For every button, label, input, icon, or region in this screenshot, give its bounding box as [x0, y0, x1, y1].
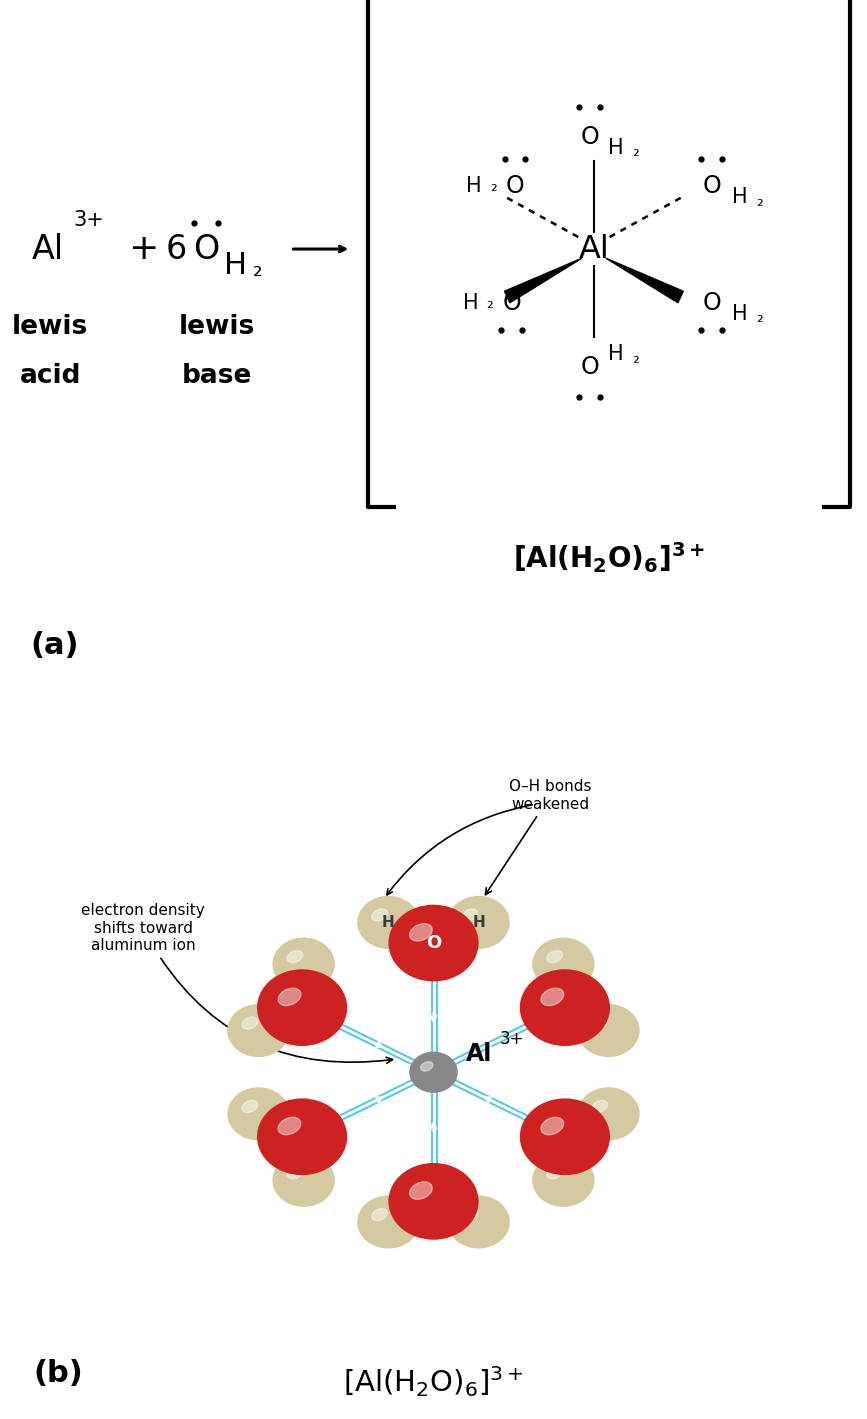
Text: O: O	[502, 291, 521, 315]
Circle shape	[357, 895, 420, 949]
Text: H: H	[608, 345, 623, 365]
Text: O: O	[580, 355, 599, 379]
Text: O: O	[426, 934, 441, 952]
Circle shape	[357, 1195, 420, 1249]
Ellipse shape	[547, 951, 563, 962]
Ellipse shape	[287, 1166, 303, 1179]
Circle shape	[520, 1098, 610, 1175]
Circle shape	[272, 1154, 335, 1208]
Text: O: O	[193, 233, 219, 265]
Ellipse shape	[462, 910, 478, 921]
Ellipse shape	[547, 1166, 563, 1179]
Text: O–H bonds
weakened: O–H bonds weakened	[486, 779, 592, 894]
Ellipse shape	[592, 1100, 608, 1112]
Circle shape	[272, 938, 335, 990]
Text: ₂: ₂	[486, 294, 493, 312]
Circle shape	[447, 1195, 510, 1249]
Text: base: base	[181, 363, 252, 389]
Circle shape	[532, 938, 595, 990]
Text: electron density
shifts toward
aluminum ion: electron density shifts toward aluminum …	[81, 904, 393, 1063]
Text: H: H	[463, 292, 479, 312]
Text: H: H	[732, 304, 747, 324]
Ellipse shape	[287, 951, 303, 962]
Text: acid: acid	[20, 363, 81, 389]
Circle shape	[520, 969, 610, 1046]
Text: H: H	[732, 187, 747, 207]
Ellipse shape	[278, 988, 301, 1006]
Text: ₂: ₂	[632, 349, 639, 368]
Text: Al: Al	[31, 233, 64, 265]
Polygon shape	[505, 258, 582, 302]
Ellipse shape	[541, 988, 564, 1006]
Circle shape	[227, 1005, 290, 1057]
Text: H: H	[225, 251, 247, 280]
Ellipse shape	[242, 1100, 257, 1112]
Text: ₂: ₂	[632, 142, 639, 160]
Circle shape	[447, 895, 510, 949]
Text: ₂: ₂	[756, 192, 763, 210]
Text: lewis: lewis	[179, 315, 255, 341]
Text: 6: 6	[165, 233, 186, 265]
Text: (b): (b)	[33, 1359, 82, 1388]
Ellipse shape	[242, 1017, 257, 1029]
Ellipse shape	[278, 1117, 301, 1135]
Circle shape	[532, 1154, 595, 1208]
Text: ₂: ₂	[756, 308, 763, 326]
Text: lewis: lewis	[12, 315, 88, 341]
Text: O: O	[505, 175, 525, 199]
Ellipse shape	[541, 1117, 564, 1135]
Text: ₂: ₂	[253, 257, 262, 281]
Text: H: H	[382, 915, 394, 929]
Text: Al: Al	[466, 1042, 492, 1066]
Circle shape	[388, 905, 479, 982]
Text: ₂: ₂	[490, 177, 497, 196]
Circle shape	[257, 969, 347, 1046]
Text: H: H	[608, 138, 623, 158]
Circle shape	[227, 1087, 290, 1141]
Text: (a): (a)	[30, 631, 79, 660]
Text: O: O	[580, 125, 599, 149]
Text: $\mathbf{[Al(H_2O)_6]^{3+}}$: $\mathbf{[Al(H_2O)_6]^{3+}}$	[513, 541, 705, 575]
Ellipse shape	[409, 1182, 433, 1199]
Circle shape	[409, 1051, 458, 1093]
Circle shape	[388, 1164, 479, 1240]
Circle shape	[577, 1087, 640, 1141]
Ellipse shape	[372, 910, 388, 921]
Text: H: H	[473, 915, 485, 929]
Text: O: O	[702, 291, 721, 315]
Text: $[\mathrm{Al(H_2O)_6}]^{3+}$: $[\mathrm{Al(H_2O)_6}]^{3+}$	[343, 1365, 524, 1399]
Text: 3+: 3+	[73, 210, 104, 230]
Polygon shape	[606, 258, 683, 302]
Ellipse shape	[462, 1209, 478, 1220]
Text: H: H	[466, 176, 482, 196]
Text: O: O	[702, 175, 721, 199]
Text: 3+: 3+	[499, 1030, 524, 1049]
Ellipse shape	[592, 1017, 608, 1029]
Text: +: +	[127, 233, 159, 265]
Ellipse shape	[420, 1061, 433, 1071]
Circle shape	[577, 1005, 640, 1057]
Ellipse shape	[409, 924, 433, 941]
Circle shape	[257, 1098, 347, 1175]
Text: Al: Al	[578, 234, 610, 264]
Ellipse shape	[372, 1209, 388, 1220]
